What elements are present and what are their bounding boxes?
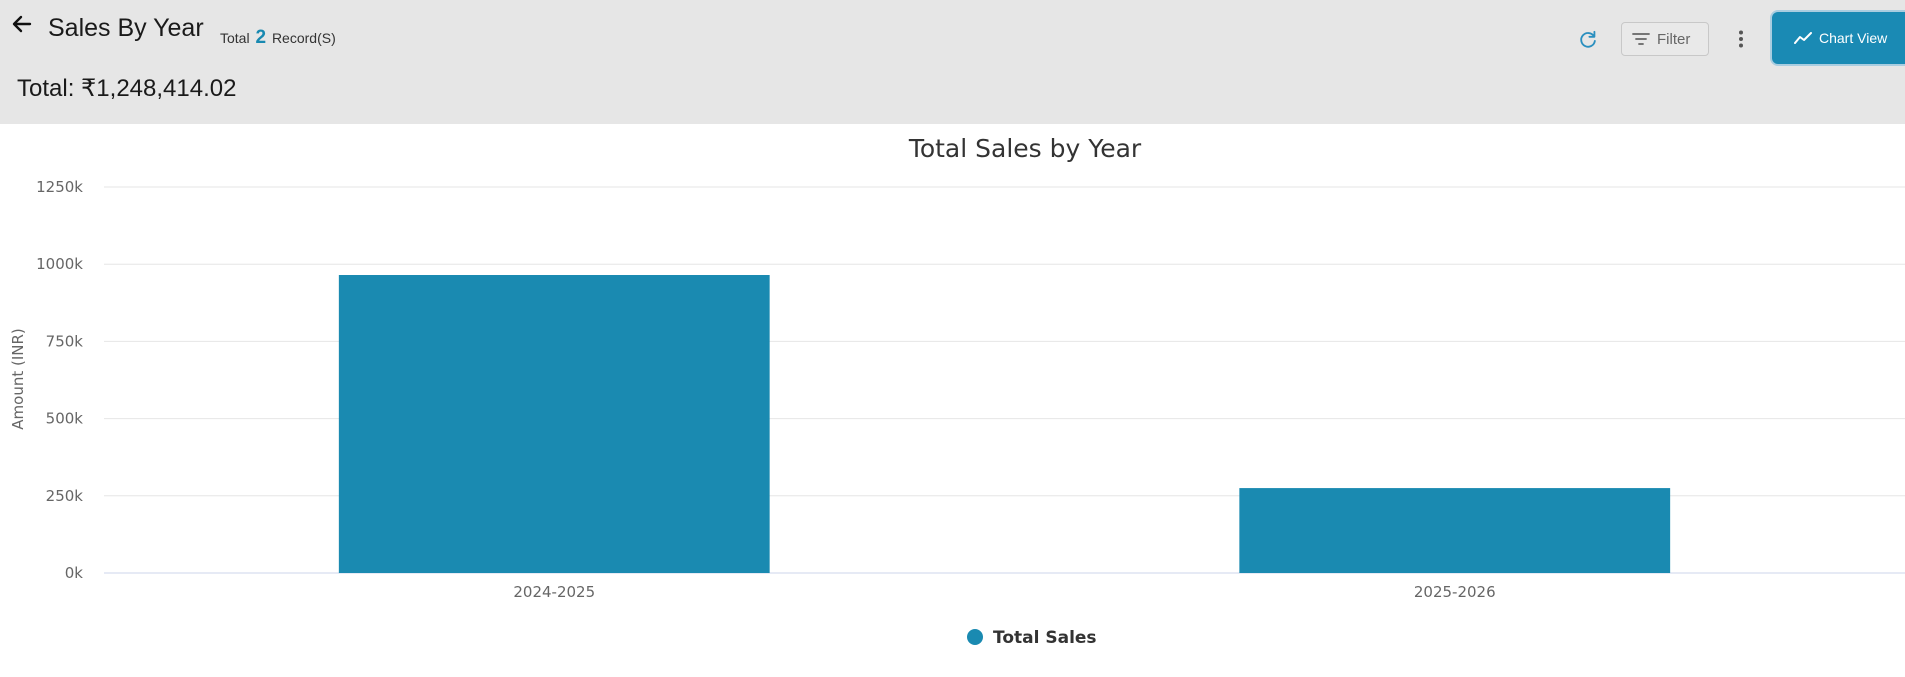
chart-title: Total Sales by Year: [908, 134, 1142, 163]
y-tick-label: 250k: [46, 487, 84, 505]
back-button[interactable]: [10, 12, 34, 36]
filter-icon: [1632, 33, 1650, 45]
legend-marker: [967, 629, 983, 645]
trend-line-icon: [1794, 32, 1812, 44]
kebab-menu-icon: [1739, 30, 1743, 48]
legend-label: Total Sales: [993, 628, 1097, 648]
refresh-button[interactable]: [1577, 29, 1599, 51]
filter-label: Filter: [1657, 30, 1691, 48]
arrow-left-icon: [12, 15, 32, 33]
x-tick-label: 2024-2025: [513, 583, 595, 601]
y-tick-label: 0k: [65, 564, 84, 582]
y-axis-label: Amount (INR): [9, 328, 27, 429]
page-header: Sales By Year Total 2 Record(S) Total: ₹…: [0, 0, 1905, 124]
x-tick-label: 2025-2026: [1414, 583, 1496, 601]
chart-legend[interactable]: Total Sales: [967, 628, 1097, 648]
record-count-value: 2: [255, 27, 267, 48]
y-tick-label: 1250k: [36, 178, 83, 196]
refresh-icon: [1580, 30, 1596, 48]
bar-2024-2025[interactable]: [338, 275, 770, 573]
page-title: Sales By Year: [48, 14, 204, 42]
chart-area: Total Sales by Year 0k 250k 500k 750k 1000k 1…: [0, 124, 1905, 672]
record-count: Total 2 Record(S): [220, 27, 336, 49]
bar-chart: Total Sales by Year 0k 250k 500k 750k 1000k 1…: [9, 134, 1905, 648]
bar-2025-2026[interactable]: [1239, 488, 1671, 573]
chart-view-label: Chart View: [1819, 30, 1888, 46]
chart-view-button[interactable]: Chart View: [1772, 12, 1905, 64]
more-options-button[interactable]: [1729, 27, 1753, 51]
record-count-suffix: Record(S): [271, 30, 336, 46]
y-tick-label: 750k: [46, 332, 84, 350]
y-tick-label: 500k: [46, 410, 84, 428]
record-count-prefix: Total: [220, 30, 250, 46]
filter-button[interactable]: Filter: [1621, 22, 1709, 56]
total-amount: Total: ₹1,248,414.02: [17, 75, 237, 102]
y-tick-label: 1000k: [36, 255, 83, 273]
